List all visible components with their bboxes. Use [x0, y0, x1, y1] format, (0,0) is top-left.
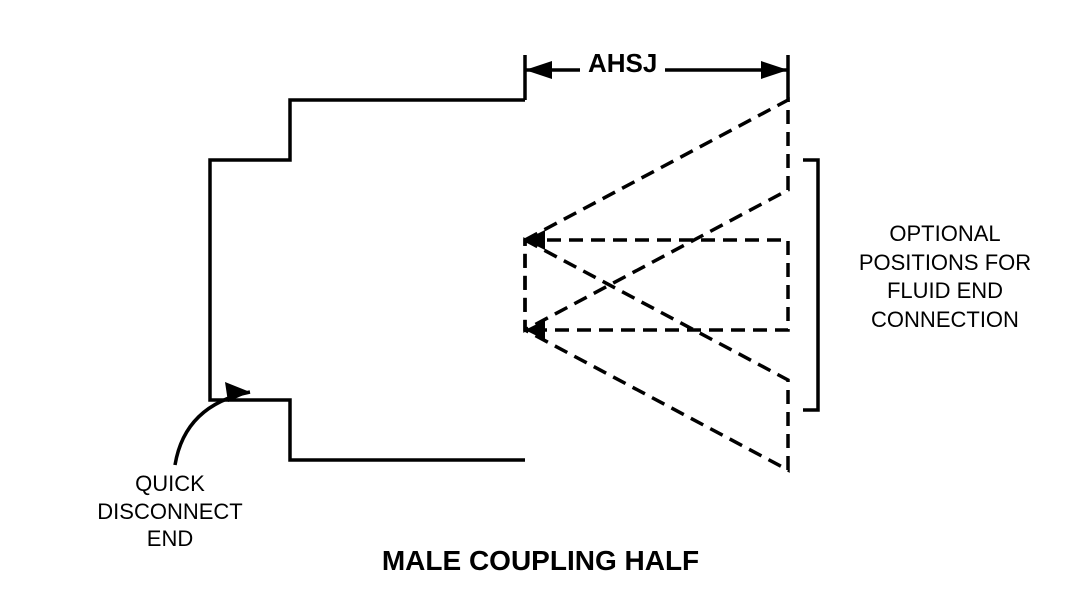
optional-line1: OPTIONAL	[835, 220, 1055, 249]
diagram-title: MALE COUPLING HALF	[0, 545, 1081, 577]
dashed-rect	[525, 240, 788, 330]
right-bracket	[803, 160, 818, 410]
quick-disconnect-line2: DISCONNECT	[70, 498, 270, 526]
optional-line3: FLUID END	[835, 277, 1055, 306]
quick-disconnect-line1: QUICK	[70, 470, 270, 498]
dimension-arrow-right	[761, 61, 788, 79]
dimension-arrow-left	[525, 61, 552, 79]
quick-disconnect-arrow	[175, 392, 250, 465]
optional-line2: POSITIONS FOR	[835, 249, 1055, 278]
quick-disconnect-annotation: QUICK DISCONNECT END	[70, 470, 270, 553]
dashed-bottom-option	[525, 240, 788, 470]
dashed-top-option	[525, 100, 788, 330]
optional-line4: CONNECTION	[835, 306, 1055, 335]
coupling-body	[210, 100, 525, 460]
dimension-label: AHSJ	[580, 48, 665, 79]
optional-positions-annotation: OPTIONAL POSITIONS FOR FLUID END CONNECT…	[835, 220, 1055, 334]
